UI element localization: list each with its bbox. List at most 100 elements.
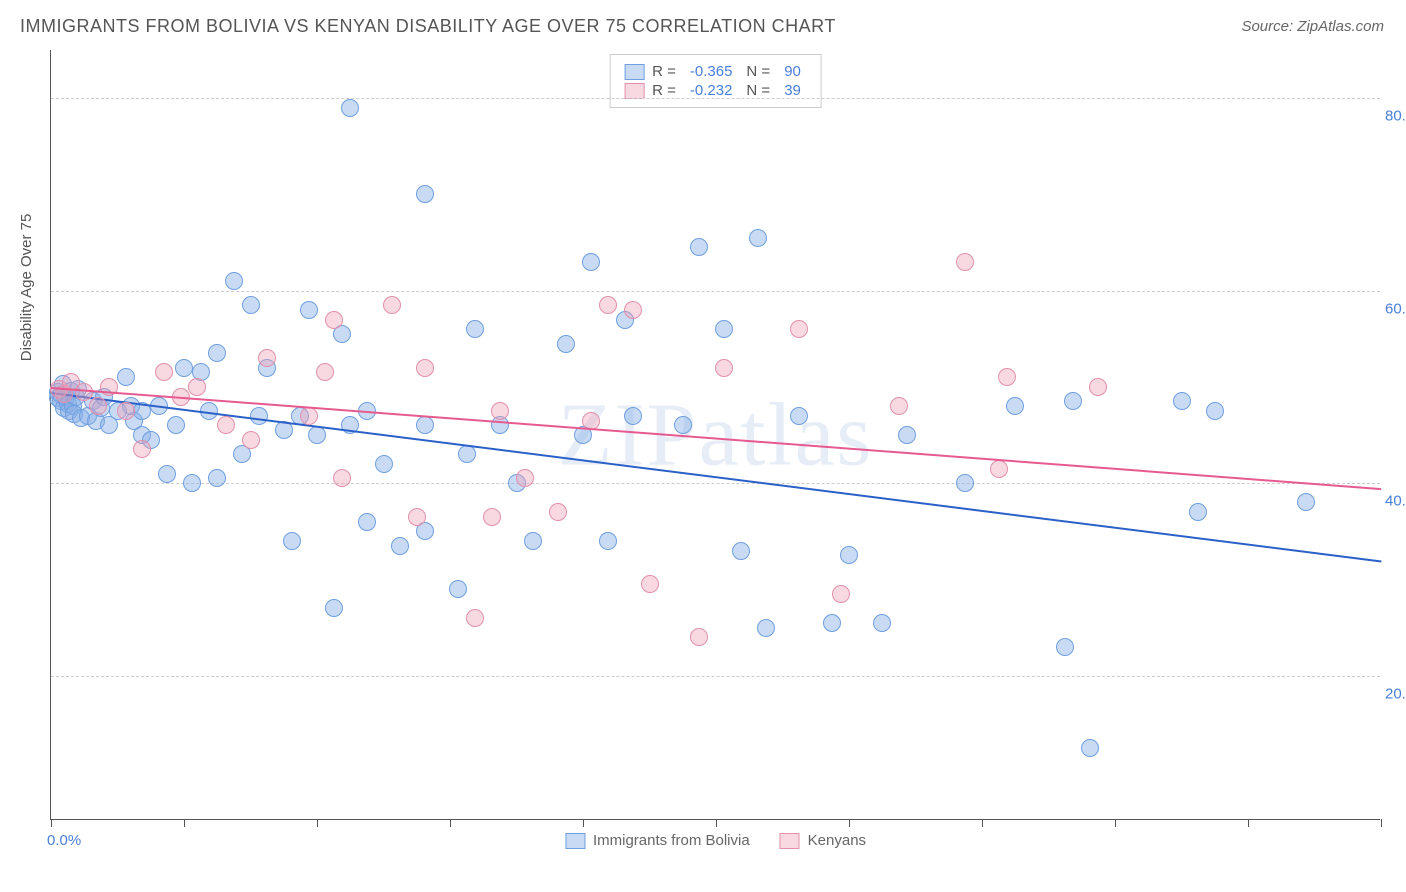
gridline [51, 291, 1380, 292]
y-tick-label: 40.0% [1385, 493, 1406, 510]
y-tick-label: 60.0% [1385, 300, 1406, 317]
data-point [133, 440, 151, 458]
data-point [300, 301, 318, 319]
data-point [557, 335, 575, 353]
data-point [416, 359, 434, 377]
data-point [998, 368, 1016, 386]
data-point [690, 238, 708, 256]
legend-stats: R = -0.365 N = 90 R = -0.232 N = 39 [609, 54, 822, 108]
data-point [89, 397, 107, 415]
n-value: 39 [784, 82, 801, 99]
data-point [175, 359, 193, 377]
data-point [325, 311, 343, 329]
legend-swatch-icon [780, 833, 800, 849]
data-point [117, 368, 135, 386]
data-point [641, 575, 659, 593]
n-label: N = [746, 82, 770, 99]
data-point [242, 296, 260, 314]
n-label: N = [746, 63, 770, 80]
chart-title: IMMIGRANTS FROM BOLIVIA VS KENYAN DISABI… [20, 16, 836, 37]
data-point [242, 431, 260, 449]
data-point [449, 580, 467, 598]
data-point [1056, 638, 1074, 656]
data-point [416, 416, 434, 434]
data-point [624, 301, 642, 319]
y-tick-label: 80.0% [1385, 108, 1406, 125]
legend-label: Immigrants from Bolivia [593, 832, 750, 849]
x-tick [1381, 819, 1382, 827]
legend-item: Kenyans [780, 832, 866, 849]
data-point [599, 296, 617, 314]
data-point [898, 426, 916, 444]
gridline [51, 676, 1380, 677]
data-point [990, 460, 1008, 478]
data-point [790, 407, 808, 425]
data-point [1297, 493, 1315, 511]
data-point [391, 537, 409, 555]
data-point [383, 296, 401, 314]
data-point [416, 185, 434, 203]
data-point [250, 407, 268, 425]
legend-swatch-icon [624, 83, 644, 99]
data-point [715, 359, 733, 377]
y-tick-label: 20.0% [1385, 685, 1406, 702]
r-label: R = [652, 82, 676, 99]
data-point [832, 585, 850, 603]
x-tick [982, 819, 983, 827]
x-tick [583, 819, 584, 827]
legend-swatch-icon [624, 64, 644, 80]
x-tick [317, 819, 318, 827]
data-point [225, 272, 243, 290]
data-point [1089, 378, 1107, 396]
data-point [167, 416, 185, 434]
x-tick [1248, 819, 1249, 827]
data-point [188, 378, 206, 396]
plot-area: ZIPatlas R = -0.365 N = 90 R = -0.232 N … [50, 50, 1380, 820]
data-point [158, 465, 176, 483]
data-point [757, 619, 775, 637]
data-point [117, 402, 135, 420]
data-point [1006, 397, 1024, 415]
r-value: -0.232 [690, 82, 733, 99]
trend-line [51, 392, 1381, 562]
legend-series: Immigrants from Bolivia Kenyans [565, 832, 866, 849]
data-point [458, 445, 476, 463]
legend-swatch-icon [565, 833, 585, 849]
data-point [208, 469, 226, 487]
gridline [51, 98, 1380, 99]
x-tick [849, 819, 850, 827]
data-point [408, 508, 426, 526]
n-value: 90 [784, 63, 801, 80]
data-point [155, 363, 173, 381]
data-point [283, 532, 301, 550]
data-point [1206, 402, 1224, 420]
data-point [956, 474, 974, 492]
data-point [599, 532, 617, 550]
legend-item: Immigrants from Bolivia [565, 832, 750, 849]
source-credit: Source: ZipAtlas.com [1241, 18, 1384, 35]
data-point [732, 542, 750, 560]
data-point [316, 363, 334, 381]
y-axis-label: Disability Age Over 75 [18, 214, 35, 362]
data-point [890, 397, 908, 415]
x-tick [716, 819, 717, 827]
data-point [308, 426, 326, 444]
x-tick [51, 819, 52, 827]
data-point [491, 402, 509, 420]
data-point [840, 546, 858, 564]
legend-stats-row: R = -0.232 N = 39 [624, 82, 807, 99]
data-point [466, 320, 484, 338]
data-point [325, 599, 343, 617]
data-point [341, 99, 359, 117]
r-value: -0.365 [690, 63, 733, 80]
data-point [823, 614, 841, 632]
data-point [208, 344, 226, 362]
data-point [358, 513, 376, 531]
data-point [333, 469, 351, 487]
data-point [1189, 503, 1207, 521]
data-point [1173, 392, 1191, 410]
x-tick [184, 819, 185, 827]
x-tick [1115, 819, 1116, 827]
data-point [549, 503, 567, 521]
data-point [516, 469, 534, 487]
